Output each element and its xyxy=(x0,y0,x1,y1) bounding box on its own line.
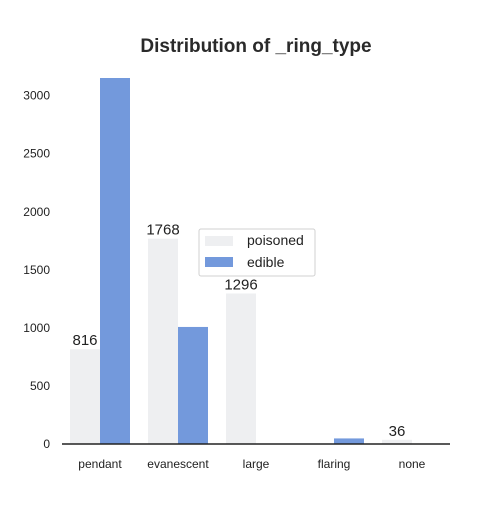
y-tick-label-1500: 1500 xyxy=(23,263,50,277)
legend-swatch-poisoned xyxy=(205,236,233,246)
y-tick-label-2000: 2000 xyxy=(23,205,50,219)
bar-edible-flaring xyxy=(334,438,364,444)
y-tick-label-1000: 1000 xyxy=(23,321,50,335)
x-tick-label-flaring: flaring xyxy=(318,457,351,471)
bar-poisoned-pendant xyxy=(70,349,100,444)
x-tick-label-none: none xyxy=(399,457,426,471)
x-tick-label-pendant: pendant xyxy=(78,457,122,471)
bar-poisoned-evanescent xyxy=(148,239,178,444)
y-tick-labels: 0 500 1000 1500 2000 2500 3000 xyxy=(23,89,50,451)
bar-edible-evanescent xyxy=(178,327,208,444)
x-tick-label-large: large xyxy=(243,457,270,471)
y-tick-label-500: 500 xyxy=(30,379,50,393)
data-label-poisoned-pendant: 816 xyxy=(72,332,97,349)
legend-swatch-edible xyxy=(205,257,233,267)
data-label-poisoned-evanescent: 1768 xyxy=(146,222,179,239)
data-label-poisoned-none: 36 xyxy=(389,423,406,440)
y-tick-label-3000: 3000 xyxy=(23,89,50,103)
legend: poisoned edible xyxy=(199,229,315,276)
data-label-poisoned-large: 1296 xyxy=(224,277,257,294)
x-tick-labels: pendant evanescent large flaring none xyxy=(78,457,425,471)
bar-poisoned-large xyxy=(226,294,256,444)
bar-edible-pendant xyxy=(100,78,130,444)
legend-label-poisoned: poisoned xyxy=(247,232,304,248)
y-tick-label-0: 0 xyxy=(43,437,50,451)
x-tick-label-evanescent: evanescent xyxy=(147,457,209,471)
y-tick-label-2500: 2500 xyxy=(23,147,50,161)
legend-label-edible: edible xyxy=(247,254,285,270)
chart-title: Distribution of _ring_type xyxy=(140,36,371,57)
